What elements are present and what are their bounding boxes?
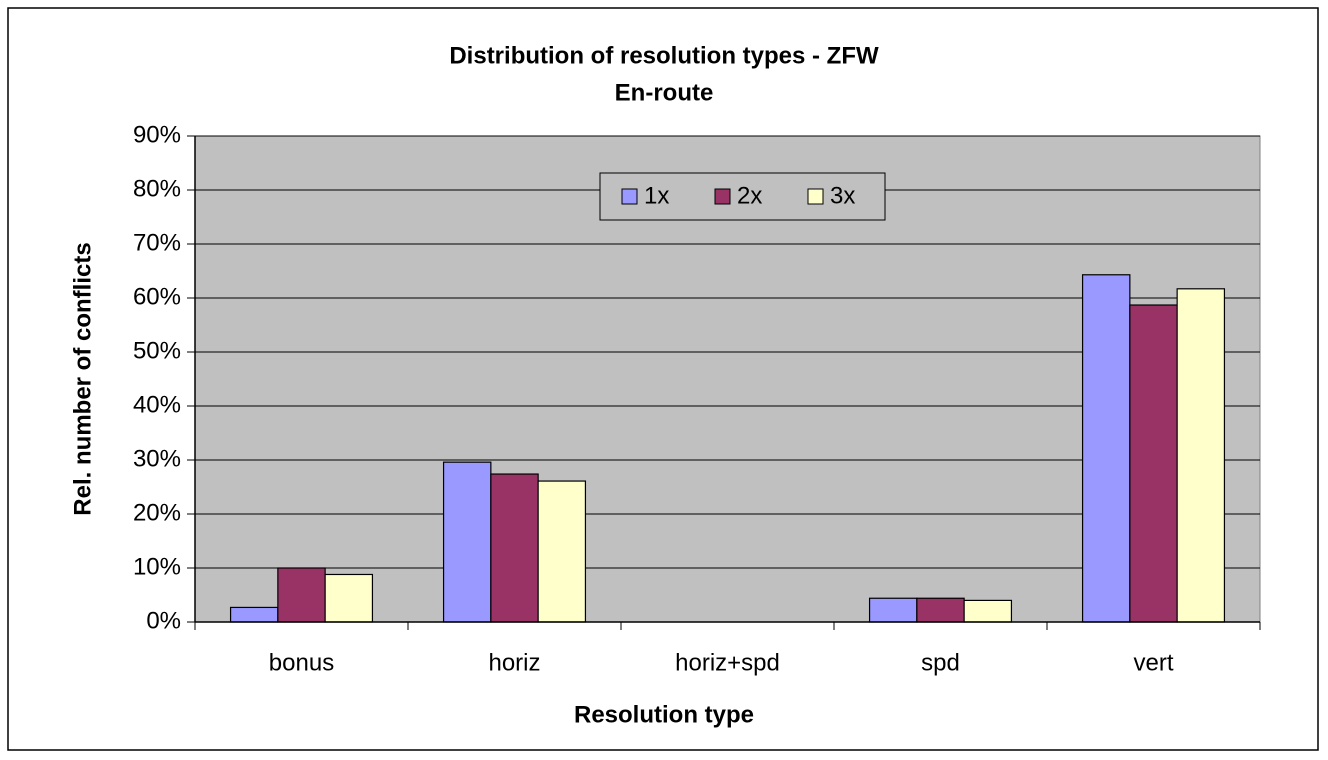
y-tick-label: 50% [133,337,181,364]
bar [490,473,539,623]
bar [963,599,1013,623]
chart-title: Distribution of resolution types - ZFW [449,42,879,69]
x-tick-label: horiz [488,649,540,676]
legend-label: 2x [737,182,762,209]
x-tick-label: spd [921,649,960,676]
y-tick-label: 80% [133,175,181,202]
legend-label: 3x [830,182,855,209]
y-tick-label: 70% [133,229,181,256]
bar [229,606,279,623]
y-tick-label: 0% [146,607,181,634]
bar [324,573,374,623]
x-tick-label: vert [1133,649,1173,676]
bar [868,597,918,623]
legend-swatch [714,188,731,205]
bar [916,597,965,623]
bar [1081,274,1131,623]
bar [1129,304,1178,623]
x-axis-label: Resolution type [574,701,754,728]
x-tick-label: horiz+spd [675,649,780,676]
bar [277,567,326,623]
chart-subtitle: En-route [615,79,714,106]
legend-box [599,172,886,221]
y-tick-label: 90% [133,121,181,148]
y-tick-label: 20% [133,499,181,526]
bar [442,461,492,623]
y-tick-label: 30% [133,445,181,472]
bar [1176,288,1226,623]
bar [537,480,587,623]
y-tick-label: 60% [133,283,181,310]
y-axis-label: Rel. number of conflicts [69,242,96,515]
y-tick-label: 40% [133,391,181,418]
legend-swatch [621,188,638,205]
y-tick-label: 10% [133,553,181,580]
x-tick-label: bonus [269,649,334,676]
legend-swatch [807,188,824,205]
legend-label: 1x [644,182,669,209]
